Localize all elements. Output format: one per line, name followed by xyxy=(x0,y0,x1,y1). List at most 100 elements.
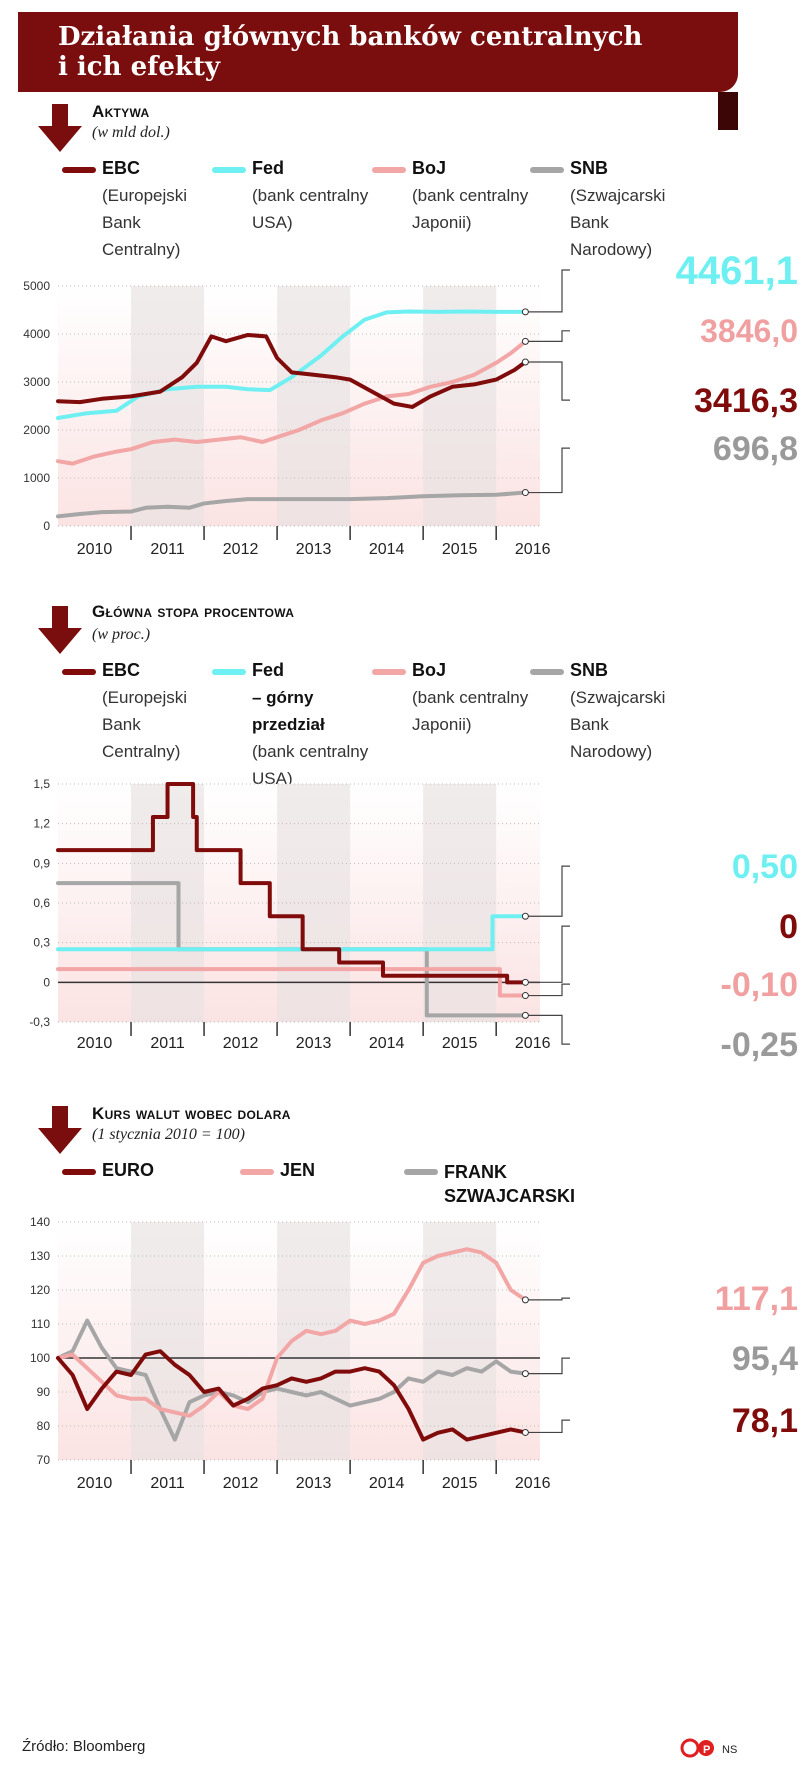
legend-label: SNB xyxy=(570,158,609,178)
series-end-label: 696,8 xyxy=(713,430,798,468)
series-end-dot xyxy=(521,978,529,986)
legend-swatch xyxy=(372,669,406,675)
legend-description: (bank centralny Japonii) xyxy=(412,186,529,232)
series-line xyxy=(56,1349,528,1442)
author-initials: NS xyxy=(722,1744,737,1756)
legend-label: EBC xyxy=(102,158,141,178)
x-tick-label: 2013 xyxy=(296,541,332,558)
x-tick-label: 2014 xyxy=(369,1475,405,1492)
leader-line xyxy=(528,447,570,494)
x-tick-label: 2012 xyxy=(223,1035,259,1052)
x-tick-label: 2011 xyxy=(150,541,185,558)
series-end-label: 0 xyxy=(779,908,798,946)
x-tick-label: 2013 xyxy=(296,1035,332,1052)
y-tick-label: 3000 xyxy=(23,375,50,389)
x-tick-label: 2013 xyxy=(296,1475,332,1492)
leader-line xyxy=(528,330,570,342)
chart-panel: 0 1000 2000 3000 4000 5000 2010 2011 2012 2013 201… xyxy=(23,249,798,558)
series-end-label: 4461,1 xyxy=(676,249,798,293)
down-arrow-icon xyxy=(38,606,82,654)
legend-swatch xyxy=(240,1169,274,1175)
y-tick-label: 120 xyxy=(30,1283,50,1297)
year-band xyxy=(131,784,205,1022)
legend-description: (bank centralny USA) xyxy=(252,186,369,232)
legend-swatch xyxy=(62,669,96,675)
y-tick-label: 0 xyxy=(43,519,50,533)
leader-line xyxy=(528,983,570,997)
series-line xyxy=(56,332,528,409)
y-tick-label: 0,6 xyxy=(33,896,50,910)
legend-swatch xyxy=(530,167,564,173)
legend-swatch xyxy=(404,1169,438,1175)
y-tick-label: 5000 xyxy=(23,279,50,293)
leader-line xyxy=(528,1014,570,1045)
legend-label: JEN xyxy=(280,1160,316,1180)
y-tick-label: 80 xyxy=(37,1419,51,1433)
series-line xyxy=(56,1247,528,1418)
legend-label: BoJ xyxy=(412,158,447,178)
x-tick-label: 2010 xyxy=(77,1035,113,1052)
series-end-dot xyxy=(521,992,529,1000)
legend-description: (Szwajcarski Bank Narodowy) xyxy=(570,688,666,761)
series-end-label: 95,4 xyxy=(732,1340,798,1378)
x-tick-label: 2011 xyxy=(150,1475,185,1492)
series-line xyxy=(56,782,528,985)
series-end-dot xyxy=(521,308,529,316)
x-tick-label: 2014 xyxy=(369,541,405,558)
y-tick-label: 4000 xyxy=(23,327,50,341)
y-tick-label: 100 xyxy=(30,1351,50,1365)
legend-swatch xyxy=(372,167,406,173)
series-line xyxy=(56,967,528,998)
legend-description: (Europejski Bank Centralny) xyxy=(102,688,188,761)
y-tick-label: 130 xyxy=(30,1249,50,1263)
chart-panel: -0,3 0 0,3 0,6 0,9 1,2 1,5 2010 2011 2012 2013 2014… xyxy=(29,777,798,1064)
series-end-label: -0,10 xyxy=(721,966,799,1004)
series-line xyxy=(56,339,528,466)
x-tick-label: 2012 xyxy=(223,1475,259,1492)
series-end-label: 117,1 xyxy=(715,1280,798,1318)
x-tick-label: 2010 xyxy=(77,1475,113,1492)
year-band xyxy=(277,784,351,1022)
section-subtitle-fx: (1 stycznia 2010 = 100) xyxy=(92,1126,245,1143)
series-end-dot xyxy=(521,1428,529,1436)
section-title-rates: Główna stopa procentowa xyxy=(92,602,295,621)
series-end-dot xyxy=(521,337,529,345)
section-title-assets: Aktywa xyxy=(92,102,150,121)
x-tick-label: 2011 xyxy=(150,1035,185,1052)
legend-description: (bank centralny USA) xyxy=(252,742,369,788)
x-tick-label: 2015 xyxy=(442,1475,478,1492)
y-tick-label: 70 xyxy=(37,1453,51,1467)
y-tick-label: -0,3 xyxy=(29,1015,50,1029)
x-tick-label: 2015 xyxy=(442,1035,478,1052)
series-end-dot xyxy=(521,1011,529,1019)
x-tick-label: 2010 xyxy=(77,541,113,558)
year-band xyxy=(423,1222,497,1460)
leader-line xyxy=(528,1357,570,1375)
series-end-dot xyxy=(521,1296,529,1304)
section-subtitle-assets: (w mld dol.) xyxy=(92,124,170,141)
year-band xyxy=(277,1222,351,1460)
legend-sublabel: – górny przedział xyxy=(252,688,325,734)
y-tick-label: 1,5 xyxy=(33,777,50,791)
y-tick-label: 110 xyxy=(31,1317,50,1331)
legend-swatch xyxy=(212,167,246,173)
y-tick-label: 1000 xyxy=(23,471,50,485)
legend-swatch xyxy=(62,1169,96,1175)
y-tick-label: 140 xyxy=(30,1215,50,1229)
source-note: Źródło: Bloomberg xyxy=(22,1738,146,1755)
series-end-dot xyxy=(521,1370,529,1378)
series-line xyxy=(56,1318,528,1442)
legend-label: EBC xyxy=(102,660,141,680)
series-end-label: 3416,3 xyxy=(694,382,798,420)
series-end-label: 78,1 xyxy=(732,1402,798,1440)
series-line xyxy=(56,490,528,519)
leader-line xyxy=(528,1419,570,1434)
leader-line xyxy=(528,361,570,401)
publisher-logo: P NS xyxy=(680,1734,750,1769)
x-tick-label: 2014 xyxy=(369,1035,405,1052)
svg-text:P: P xyxy=(703,1744,710,1756)
section-title-fx: Kurs walut wobec dolara xyxy=(92,1104,291,1123)
legend-swatch xyxy=(530,669,564,675)
year-band xyxy=(423,286,497,526)
